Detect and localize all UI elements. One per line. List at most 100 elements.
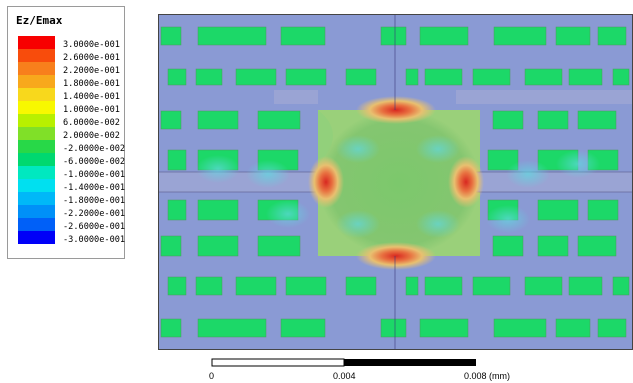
legend-value-label: 1.4000e-001 — [63, 92, 120, 102]
legend-value-label: -6.0000e-002 — [63, 157, 126, 167]
pad — [612, 276, 630, 296]
cool-field-patch — [196, 155, 240, 183]
pad — [160, 26, 182, 46]
cool-field-patch — [336, 135, 380, 163]
pad — [195, 68, 223, 86]
pad — [197, 199, 239, 221]
legend-swatch — [18, 88, 55, 101]
pad — [197, 26, 267, 46]
pad — [167, 149, 187, 171]
pad — [160, 235, 182, 257]
pad — [160, 318, 182, 338]
pad — [537, 110, 569, 130]
pad — [280, 26, 326, 46]
strip — [456, 90, 633, 104]
cool-field-patch — [246, 160, 290, 188]
scale-label-0: 0 — [209, 371, 214, 381]
pad — [257, 235, 301, 257]
pad — [380, 26, 407, 46]
pad — [577, 235, 617, 257]
pad — [167, 68, 187, 86]
pad — [472, 68, 511, 86]
pad — [537, 199, 579, 221]
pad — [555, 26, 591, 46]
pad — [419, 318, 469, 338]
metal-band — [159, 66, 632, 83]
hotspot-right — [448, 156, 484, 208]
legend-value-label: 1.8000e-001 — [63, 79, 120, 89]
pad — [524, 68, 563, 86]
legend-swatch — [18, 36, 55, 49]
legend-labels: 3.0000e-001 2.6000e-001 2.2000e-001 1.8000e… — [63, 39, 125, 247]
legend-swatch — [18, 166, 55, 179]
legend-value-label: -1.0000e-001 — [63, 170, 126, 180]
pad — [577, 110, 617, 130]
cool-field-patch — [416, 210, 460, 238]
legend-swatch — [18, 114, 55, 127]
cool-field-patch — [506, 160, 550, 188]
pad — [568, 68, 603, 86]
legend-swatch — [18, 153, 55, 166]
legend-value-label: 3.0000e-001 — [63, 40, 120, 50]
pad — [235, 68, 277, 86]
cool-field-patch — [486, 205, 530, 233]
legend-value-label: 2.0000e-002 — [63, 131, 120, 141]
legend-swatch — [18, 101, 55, 114]
pad — [285, 68, 327, 86]
pad — [612, 68, 630, 86]
pad — [472, 276, 511, 296]
pad — [197, 110, 239, 130]
legend-swatch — [18, 62, 55, 75]
strip — [274, 90, 318, 104]
pad — [537, 235, 569, 257]
legend-value-label: 1.0000e-001 — [63, 105, 120, 115]
pad — [424, 276, 463, 296]
pad — [419, 26, 469, 46]
legend-swatch — [18, 49, 55, 62]
legend-swatch — [18, 127, 55, 140]
legend-value-label: -2.6000e-001 — [63, 222, 126, 232]
hotspot-top — [356, 96, 436, 124]
pad — [524, 276, 563, 296]
legend-swatch — [18, 75, 55, 88]
legend-swatch — [18, 140, 55, 153]
metal-band — [159, 290, 632, 312]
pad — [493, 26, 547, 46]
scale-label-004: 0.004 — [333, 371, 356, 381]
pad — [195, 276, 223, 296]
legend-swatch — [18, 231, 55, 244]
cool-field-patch — [556, 150, 600, 178]
legend-value-label: 6.0000e-002 — [63, 118, 120, 128]
hotspot-left — [308, 156, 344, 208]
legend-title: Ez/Emax — [16, 14, 63, 27]
metal-band — [159, 44, 632, 49]
pad — [587, 199, 619, 221]
legend-value-label: 2.6000e-001 — [63, 53, 120, 63]
color-legend: Ez/Emax 3.0000e-001 2.6000e-001 2.2000e-00… — [7, 6, 125, 259]
cool-field-patch — [266, 200, 310, 228]
scale-bar-black-segment — [344, 359, 476, 366]
pad — [405, 68, 419, 86]
pad — [380, 318, 407, 338]
scale-label-008: 0.008 (mm) — [464, 371, 510, 381]
legend-value-label: -1.8000e-001 — [63, 196, 126, 206]
pad — [492, 235, 524, 257]
scale-bar: 0 0.004 0.008 (mm) — [209, 358, 510, 381]
cool-field-patch — [416, 135, 460, 163]
legend-swatch — [18, 218, 55, 231]
pad — [167, 276, 187, 296]
pad — [280, 318, 326, 338]
left-finger — [158, 171, 324, 193]
pad — [424, 68, 463, 86]
pad — [405, 276, 419, 296]
legend-value-label: -2.2000e-001 — [63, 209, 126, 219]
pad — [597, 318, 627, 338]
legend-value-label: -1.4000e-001 — [63, 183, 126, 193]
cool-field-patch — [336, 210, 380, 238]
pad — [487, 149, 519, 171]
legend-value-label: -2.0000e-002 — [63, 144, 126, 154]
legend-value-label: -3.0000e-001 — [63, 235, 126, 245]
pad — [160, 110, 182, 130]
pad — [555, 318, 591, 338]
cavity-edge — [318, 110, 333, 164]
